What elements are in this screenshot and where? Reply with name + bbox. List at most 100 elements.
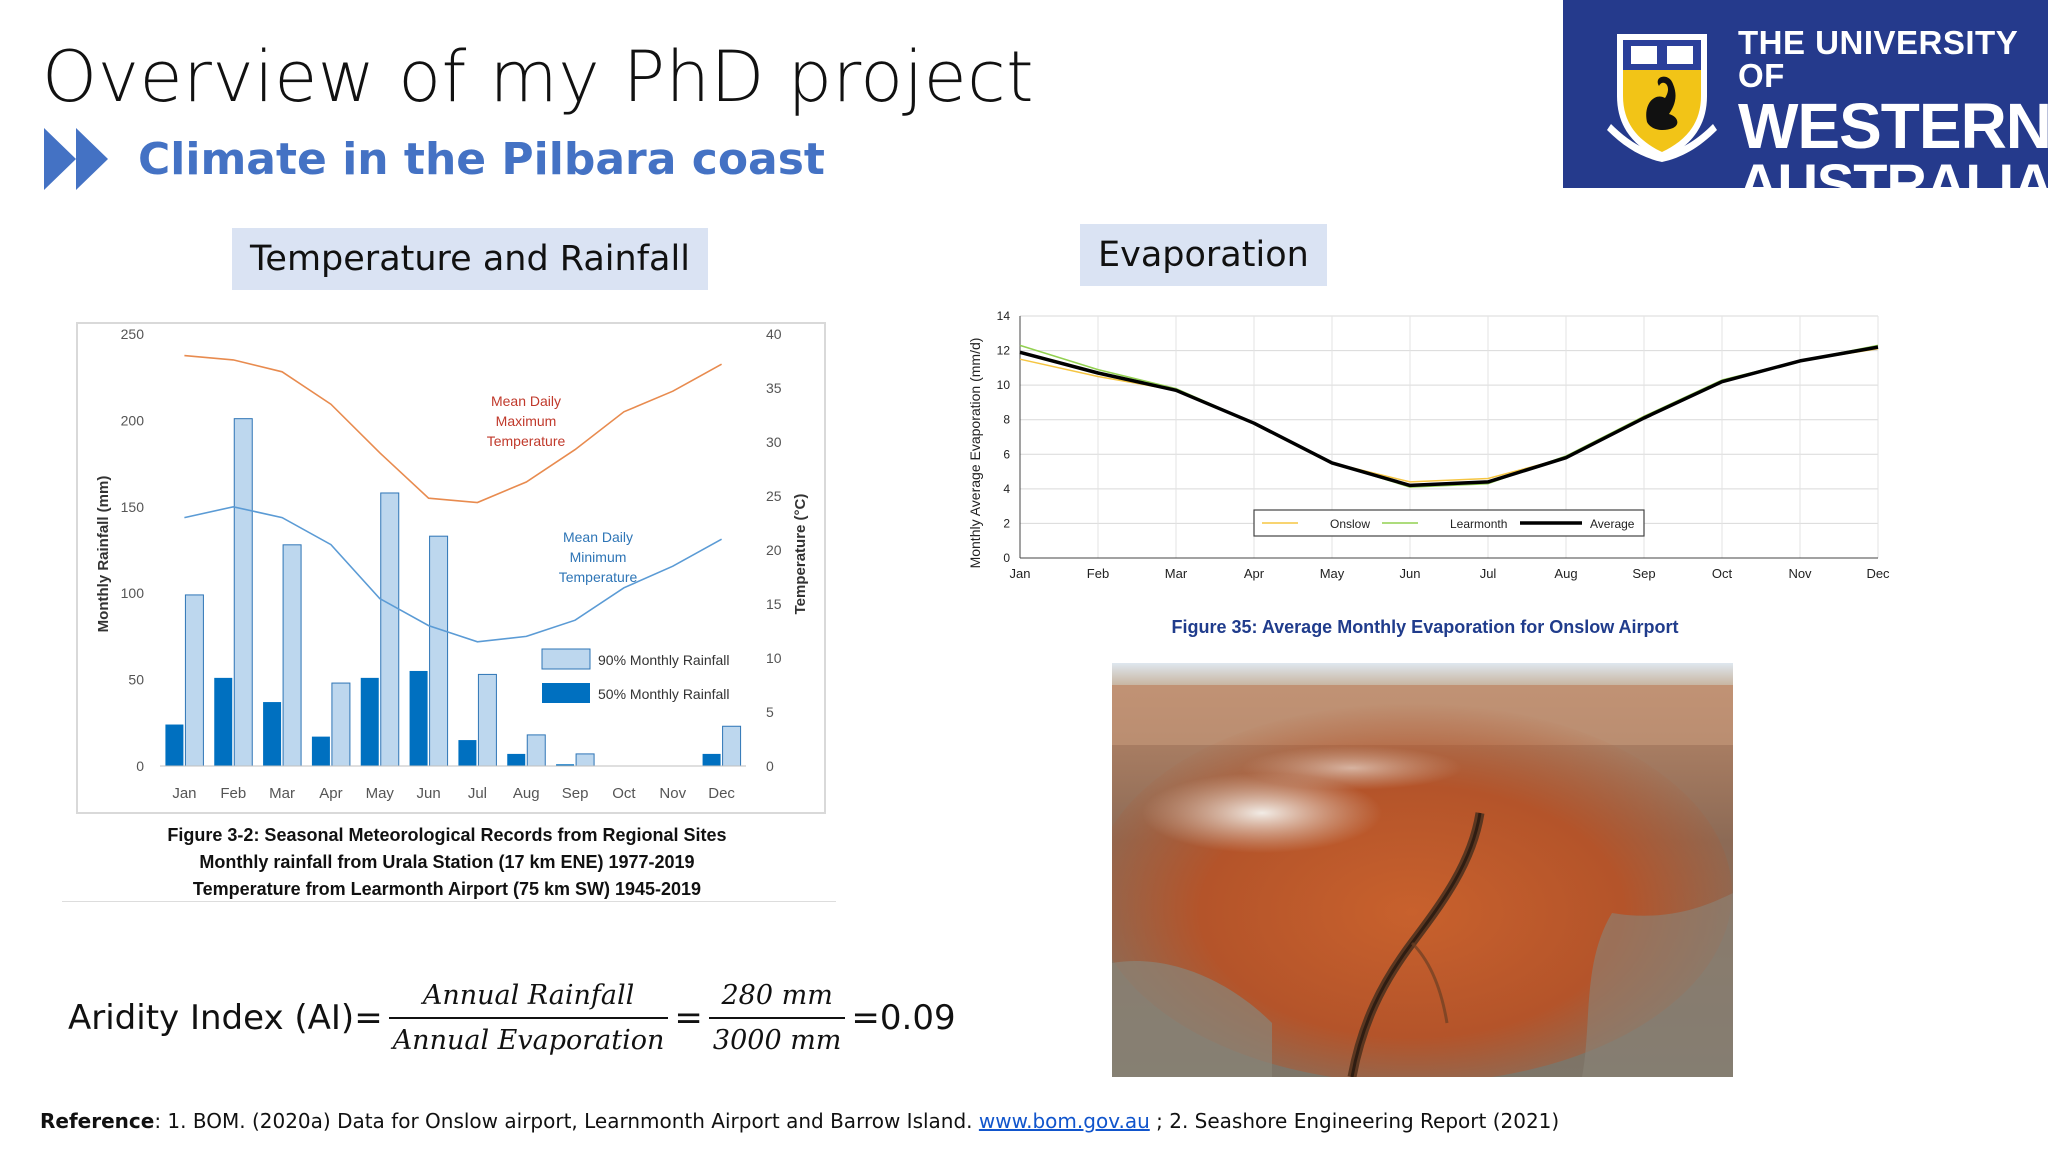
bar-50pct xyxy=(214,677,233,766)
left-axis-label: Monthly Rainfall (mm) xyxy=(95,476,112,633)
subtitle-row: Climate in the Pilbara coast xyxy=(44,126,825,192)
fraction-bar xyxy=(708,1017,846,1019)
bar-50pct xyxy=(165,724,184,766)
rainfall-temperature-chart: Monthly Rainfall (mm) Temperature (°C) M… xyxy=(76,322,826,814)
aridity-fraction-2: 280 mm 3000 mm xyxy=(708,980,846,1056)
y-tick-label: 6 xyxy=(1003,447,1010,461)
y-tick-label: 2 xyxy=(1003,516,1010,530)
x-tick-label: Mar xyxy=(269,785,295,802)
legend-swatch-90 xyxy=(541,648,591,670)
bar-50pct xyxy=(360,677,379,766)
legend-swatch-50 xyxy=(542,683,590,703)
legend-label-50: 50% Monthly Rainfall xyxy=(598,686,730,702)
chart2-plot: 0 2 4 6 8 10 12 14 Jan Feb Mar Apr May Jun Jul Aug Sep Oc… xyxy=(997,309,1890,581)
legend-label-90: 90% Monthly Rainfall xyxy=(598,652,730,668)
evaporation-line-learmonth xyxy=(1019,344,1879,488)
y-tick-label: 8 xyxy=(1003,413,1010,427)
x-tick-label: Jul xyxy=(1480,566,1497,581)
rainfall-temperature-svg: Monthly Rainfall (mm) Temperature (°C) M… xyxy=(95,326,809,802)
max-temperature-line xyxy=(184,354,722,504)
reference-line: Reference: 1. BOM. (2020a) Data for Onsl… xyxy=(40,1109,1559,1133)
y-tick-label: 10 xyxy=(997,378,1011,392)
bar-50pct xyxy=(556,764,575,766)
temperature-annotation: Temperature xyxy=(487,433,566,449)
y-tick-label: 14 xyxy=(997,309,1011,323)
bar-50pct xyxy=(311,736,330,766)
bar-90pct xyxy=(331,682,351,767)
figure1-caption-line3: Temperature from Learmonth Airport (75 k… xyxy=(192,879,702,899)
page-title: Overview of my PhD project xyxy=(42,36,1035,118)
x-tick-label: May xyxy=(366,785,395,802)
right-tick-label: 35 xyxy=(766,380,782,396)
reference-link[interactable]: www.bom.gov.au xyxy=(978,1109,1150,1133)
right-axis-label: Temperature (°C) xyxy=(792,494,809,615)
logo-line-1: THE UNIVERSITY OF xyxy=(1738,24,2018,94)
x-tick-label: Sep xyxy=(562,785,589,802)
temperature-annotation: Minimum xyxy=(570,549,627,565)
x-tick-label: Oct xyxy=(612,785,636,802)
x-tick-label: Dec xyxy=(1866,566,1890,581)
legend-label-onslow: Onslow xyxy=(1330,517,1370,531)
figure1-caption-line2: Monthly rainfall from Urala Station (17 … xyxy=(199,852,695,872)
bar-90pct xyxy=(477,673,497,767)
bar-50pct xyxy=(409,670,428,766)
logo-line-3: AUSTRALIA xyxy=(1738,152,2048,215)
x-tick-label: May xyxy=(1320,566,1345,581)
x-tick-label: Jan xyxy=(172,785,196,802)
x-tick-label: Mar xyxy=(1165,566,1188,581)
bar-50pct xyxy=(702,753,721,766)
figure2-caption: Figure 35: Average Monthly Evaporation f… xyxy=(1171,617,1679,637)
bar-90pct xyxy=(722,725,742,767)
x-tick-label: Jun xyxy=(416,785,440,802)
legend-label-average: Average xyxy=(1590,517,1635,531)
chart1-plot: 0 50 100 150 200 250 0 5 10 15 20 25 30 35 40 Jan Feb Mar… xyxy=(121,326,782,802)
bar-90pct xyxy=(282,544,302,767)
aridity-fraction-1: Annual Rainfall Annual Evaporation xyxy=(388,980,669,1056)
left-tick-label: 50 xyxy=(128,672,144,688)
right-tick-label: 5 xyxy=(766,704,774,720)
x-tick-label: Aug xyxy=(1554,566,1577,581)
left-tick-label: 200 xyxy=(121,412,145,428)
aridity-index-equation: Aridity Index (AI)= Annual Rainfall Annu… xyxy=(68,958,956,1078)
evaporation-svg: Monthly Average Evaporation (mm/d) 0 2 4 6 8… xyxy=(967,309,1890,581)
aridity-result: =0.09 xyxy=(851,998,956,1038)
aridity-equals: = xyxy=(674,998,703,1038)
right-tick-label: 0 xyxy=(766,758,774,774)
y-tick-label: 12 xyxy=(997,344,1011,358)
min-temperature-line xyxy=(184,505,722,643)
y-tick-label: 0 xyxy=(1003,551,1010,565)
bar-90pct xyxy=(429,535,449,767)
evaporation-line-onslow xyxy=(1019,348,1879,483)
right-tick-label: 20 xyxy=(766,542,782,558)
reference-text-1: : 1. BOM. (2020a) Data for Onslow airpor… xyxy=(154,1109,979,1133)
y-tick-label: 4 xyxy=(1003,482,1010,496)
legend-label-learmonth: Learmonth xyxy=(1450,517,1507,531)
evap-legend-box xyxy=(1253,509,1645,537)
aridity-numerator-1: Annual Rainfall xyxy=(422,980,635,1011)
bar-50pct xyxy=(507,753,526,766)
evaporation-chart: Monthly Average Evaporation (mm/d) 0 2 4 6 8… xyxy=(967,298,1898,598)
aridity-denominator-2: 3000 mm xyxy=(712,1025,842,1056)
x-tick-label: Jul xyxy=(468,785,487,802)
temperature-annotation: Mean Daily xyxy=(491,393,561,409)
x-tick-label: Dec xyxy=(708,785,735,802)
x-tick-label: Feb xyxy=(1087,566,1109,581)
left-tick-label: 150 xyxy=(121,499,145,515)
bar-90pct xyxy=(575,753,595,767)
left-tick-label: 0 xyxy=(136,758,144,774)
evaporation-axis-label: Monthly Average Evaporation (mm/d) xyxy=(968,338,983,569)
university-logo: THE UNIVERSITY OF WESTERN AUSTRALIA xyxy=(1563,0,2048,212)
right-tick-label: 25 xyxy=(766,488,782,504)
double-chevron-right-icon xyxy=(44,128,108,190)
x-tick-label: Oct xyxy=(1712,566,1733,581)
figure1-caption: Figure 3-2: Seasonal Meteorological Reco… xyxy=(62,822,832,903)
x-tick-label: Apr xyxy=(319,785,342,802)
x-tick-label: Feb xyxy=(220,785,246,802)
bar-90pct xyxy=(526,734,546,767)
temperature-annotation: Temperature xyxy=(559,569,638,585)
right-tick-label: 40 xyxy=(766,326,782,342)
reference-label: Reference xyxy=(40,1109,155,1133)
aridity-prefix: Aridity Index (AI)= xyxy=(68,998,383,1038)
right-tick-label: 30 xyxy=(766,434,782,450)
bar-50pct xyxy=(263,702,282,766)
